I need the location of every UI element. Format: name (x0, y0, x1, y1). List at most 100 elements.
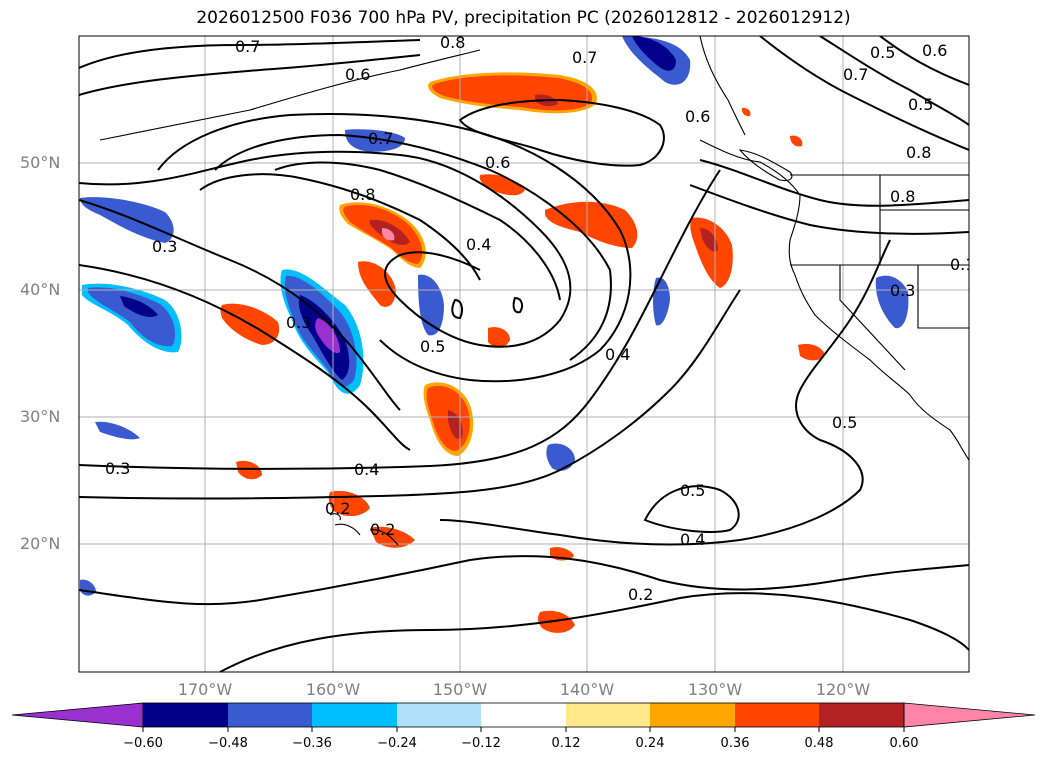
colorbar-tick-label: −0.24 (377, 736, 417, 751)
contour-label: 0.7 (235, 37, 260, 56)
colorbar-segment (819, 703, 904, 727)
colorbar-tick-label: 0.36 (720, 736, 750, 751)
contour-label: 0.2 (370, 520, 395, 539)
precip-blob (653, 277, 670, 326)
contour-label: 0.4 (605, 345, 630, 364)
contour-label: 0.6 (922, 41, 947, 60)
precip-blob (120, 296, 158, 317)
colorbar-tick-label: 0.12 (551, 736, 581, 751)
pv-contours (79, 36, 969, 672)
precip-blob (88, 287, 176, 347)
contour-label: 0.7 (843, 65, 868, 84)
colorbar-extend-high (903, 702, 1036, 728)
precip-blob (741, 107, 751, 117)
colorbar-segment (312, 703, 397, 727)
pv-contour-line (79, 54, 421, 96)
precip-blob (700, 228, 718, 252)
vancouver-island (738, 149, 793, 182)
precip-blob (370, 526, 415, 548)
pv-contour-line (79, 199, 401, 411)
contour-label: 0.6 (485, 153, 510, 172)
contour-label: 0.6 (685, 107, 710, 126)
contour-label: 0.5 (420, 337, 445, 356)
contour-label: 0.5 (680, 481, 705, 500)
precip-positive-areas (220, 72, 825, 633)
colorbar-segment (481, 703, 566, 727)
pv-contour-line (219, 592, 969, 672)
pv-contour-line (79, 150, 572, 348)
contour-label: 0.7 (368, 129, 393, 148)
colorbar-tick-label: 0.24 (635, 736, 665, 751)
precip-blob (315, 318, 340, 354)
pv-contour-line (79, 169, 721, 470)
precip-blob (545, 201, 638, 248)
colorbar-segment (650, 703, 735, 727)
pv-contour-line (79, 555, 969, 606)
precip-blob (790, 135, 803, 147)
lat-label: 30°N (20, 407, 61, 426)
contour-label: 0.7 (572, 48, 597, 67)
pv-contour-line (819, 36, 969, 126)
colorbar-tick-label: −0.12 (461, 736, 501, 751)
contour-label: 0.3 (890, 281, 915, 300)
north-america-coast (699, 139, 969, 461)
pv-contour-line (214, 133, 612, 361)
pv-contour-line (157, 112, 632, 383)
precip-blob (488, 327, 510, 348)
contour-label: 0.5 (870, 43, 895, 62)
lon-label: 170°W (177, 680, 233, 699)
pv-contour-line (451, 298, 464, 320)
lon-label: 160°W (305, 680, 361, 699)
colorbar-extend-low (11, 702, 144, 728)
contour-label: 0.2 (628, 585, 653, 604)
pv-contour-line (274, 161, 561, 301)
pv-contour-line (79, 39, 421, 69)
pv-contour-line (439, 239, 891, 546)
map-title: 2026012500 F036 700 hPa PV, precipitatio… (196, 8, 851, 28)
lon-label: 120°W (815, 680, 871, 699)
contour-label: 0.2 (325, 499, 350, 518)
pv-contour-line (699, 159, 969, 207)
colorbar-tick-label: −0.48 (208, 736, 248, 751)
colorbar (11, 702, 1036, 732)
pv-contour-line (79, 264, 411, 451)
precip-blob (546, 443, 575, 471)
precip-blob (358, 261, 396, 307)
lat-label: 20°N (20, 534, 61, 553)
canada-coast (699, 36, 746, 136)
colorbar-segment (397, 703, 481, 727)
precip-blob (345, 129, 405, 152)
contour-label: 0.8 (350, 185, 375, 204)
precip-blob (382, 228, 395, 241)
precip-blob (479, 174, 525, 196)
colorbar-tick-label: 0.48 (804, 736, 834, 751)
contour-label: 0.5 (908, 95, 933, 114)
pv-contour-line (512, 296, 524, 314)
precip-blob (798, 344, 825, 361)
graticule (79, 36, 969, 672)
precip-blob (236, 460, 262, 480)
lat-label: 50°N (20, 153, 61, 172)
contour-label: 0.6 (345, 65, 370, 84)
precip-blob (875, 275, 909, 329)
pv-contour-line (689, 184, 969, 235)
pv-contour-line (643, 485, 740, 533)
contour-label: 0.4 (354, 460, 379, 479)
pv-contour-line (199, 173, 481, 281)
hawaii (329, 513, 399, 546)
contour-label: 0.4 (466, 235, 491, 254)
contour-label: 0.4 (680, 530, 705, 549)
contour-label: 0.3 (286, 313, 311, 332)
precip-blob (95, 421, 140, 440)
precip-blob (537, 610, 575, 633)
lon-label: 140°W (559, 680, 615, 699)
colorbar-tick-label: 0.60 (889, 736, 919, 751)
pv-contour-line (79, 289, 741, 500)
contour-label: 0.5 (832, 413, 857, 432)
aleutian-chain (99, 49, 481, 141)
precip-blob (690, 217, 733, 288)
state-borders (790, 175, 969, 371)
pv-contour-line (458, 98, 665, 167)
lat-label: 40°N (20, 280, 61, 299)
contour-label: 0.1 (950, 255, 975, 274)
